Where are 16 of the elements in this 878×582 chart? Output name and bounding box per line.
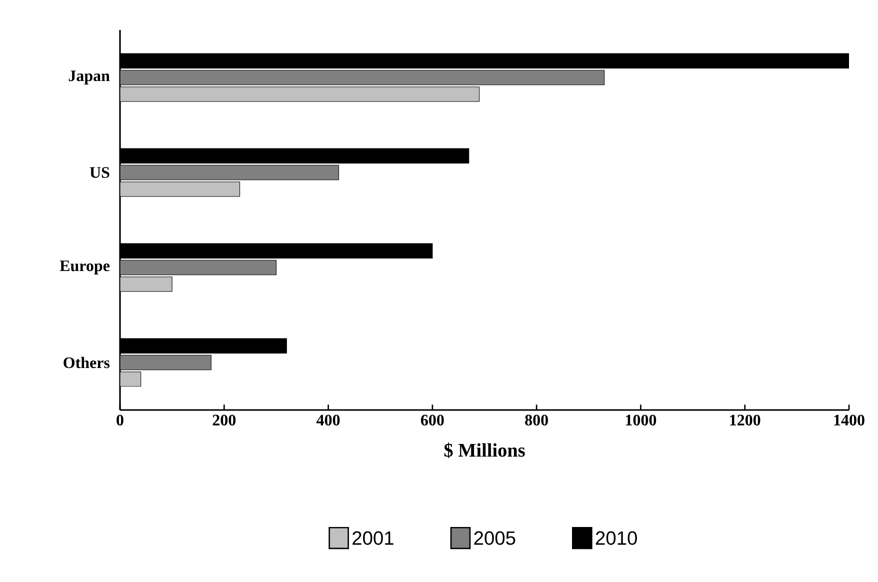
x-tick-label: 1200: [730, 414, 760, 426]
legend-label: 2005: [474, 531, 516, 545]
x-axis-title: $ Millions: [444, 442, 525, 458]
x-tick-label: 800: [525, 414, 548, 426]
y-tick-label: US: [90, 167, 110, 178]
y-tick-label: Europe: [60, 260, 110, 274]
x-tick-label: 0: [116, 414, 124, 426]
legend-label: 2001: [352, 531, 394, 545]
x-tick-label: 1000: [626, 414, 656, 426]
x-tick-label: 1400: [834, 414, 864, 426]
x-tick-label: 400: [316, 414, 340, 426]
legend-label: 2010: [596, 531, 637, 545]
y-tick-label: Others: [64, 356, 110, 368]
x-tick-label: 600: [420, 414, 444, 426]
y-tick-label: Japan: [68, 70, 110, 84]
x-tick-label: 200: [212, 414, 236, 426]
